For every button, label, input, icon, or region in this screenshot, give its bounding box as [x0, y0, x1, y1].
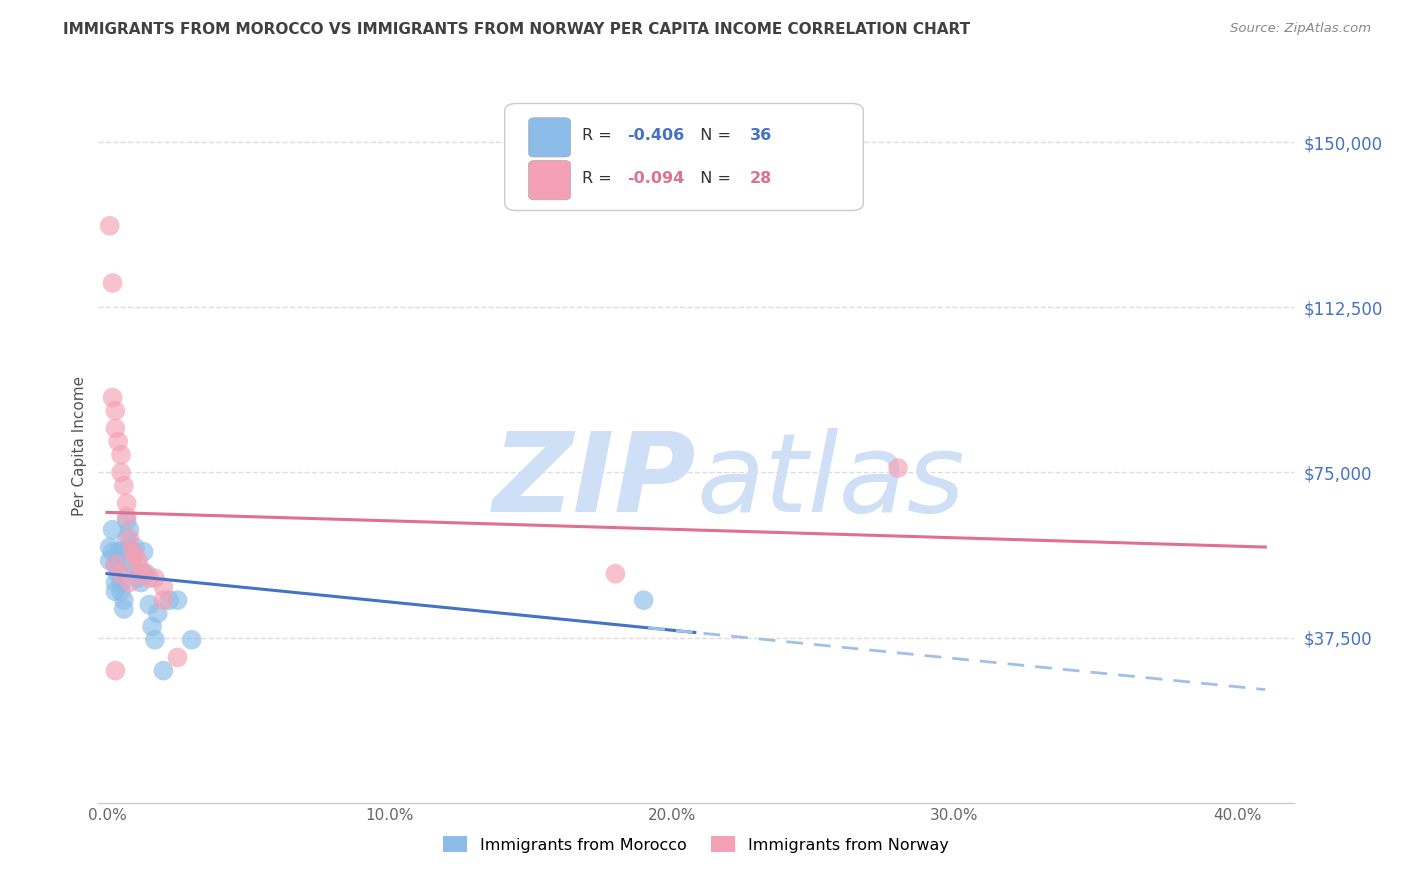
Point [104, 584, 127, 599]
Point [101, 276, 124, 290]
Point [98, 541, 121, 555]
Text: Source: ZipAtlas.com: Source: ZipAtlas.com [1230, 22, 1371, 36]
Text: IMMIGRANTS FROM MOROCCO VS IMMIGRANTS FROM NORWAY PER CAPITA INCOME CORRELATION : IMMIGRANTS FROM MOROCCO VS IMMIGRANTS FR… [63, 22, 970, 37]
Point [98, 219, 121, 233]
Point [124, 541, 146, 555]
Text: ZIP: ZIP [492, 428, 696, 535]
Point [166, 593, 188, 607]
Text: -0.094: -0.094 [627, 171, 683, 186]
Point [121, 545, 143, 559]
Point [110, 566, 132, 581]
Point [152, 664, 174, 678]
Point [121, 558, 143, 572]
Point [115, 496, 138, 510]
Point [110, 584, 132, 599]
Text: 36: 36 [749, 128, 772, 143]
Point [152, 580, 174, 594]
Point [107, 545, 129, 559]
Point [104, 664, 127, 678]
Point [107, 434, 129, 449]
Point [104, 558, 127, 572]
Point [146, 607, 169, 621]
Point [104, 575, 127, 590]
Point [112, 602, 135, 616]
Point [104, 558, 127, 572]
Y-axis label: Per Capita Income: Per Capita Income [72, 376, 87, 516]
Point [180, 632, 202, 647]
Text: -0.406: -0.406 [627, 128, 683, 143]
Point [101, 545, 124, 559]
Text: atlas: atlas [696, 428, 965, 535]
Point [110, 448, 132, 462]
Point [118, 541, 141, 555]
FancyBboxPatch shape [505, 103, 863, 211]
Point [127, 553, 149, 567]
Point [118, 575, 141, 590]
Point [124, 549, 146, 563]
Point [132, 566, 155, 581]
Text: R =: R = [582, 128, 617, 143]
Point [110, 466, 132, 480]
Point [112, 478, 135, 492]
Point [127, 571, 149, 585]
Point [887, 461, 910, 475]
Point [112, 593, 135, 607]
Point [135, 566, 157, 581]
Point [101, 391, 124, 405]
Text: 28: 28 [749, 171, 772, 186]
Point [129, 562, 152, 576]
Point [605, 566, 627, 581]
Point [157, 593, 180, 607]
Point [104, 421, 127, 435]
Text: R =: R = [582, 171, 617, 186]
FancyBboxPatch shape [529, 118, 571, 157]
Point [166, 650, 188, 665]
Point [115, 532, 138, 546]
Point [138, 598, 160, 612]
Point [104, 403, 127, 417]
Point [152, 593, 174, 607]
Point [633, 593, 655, 607]
FancyBboxPatch shape [529, 161, 571, 200]
Point [110, 545, 132, 559]
Point [118, 532, 141, 546]
Point [110, 575, 132, 590]
Point [115, 509, 138, 524]
Text: N =: N = [690, 171, 737, 186]
Point [115, 514, 138, 528]
Point [138, 571, 160, 585]
Point [121, 545, 143, 559]
Text: N =: N = [690, 128, 737, 143]
Point [143, 571, 166, 585]
Point [141, 619, 163, 633]
Point [107, 566, 129, 581]
Legend: Immigrants from Morocco, Immigrants from Norway: Immigrants from Morocco, Immigrants from… [437, 830, 955, 859]
Point [98, 553, 121, 567]
Point [107, 553, 129, 567]
Point [124, 562, 146, 576]
Point [129, 575, 152, 590]
Point [143, 632, 166, 647]
Point [118, 523, 141, 537]
Point [132, 545, 155, 559]
Point [101, 523, 124, 537]
